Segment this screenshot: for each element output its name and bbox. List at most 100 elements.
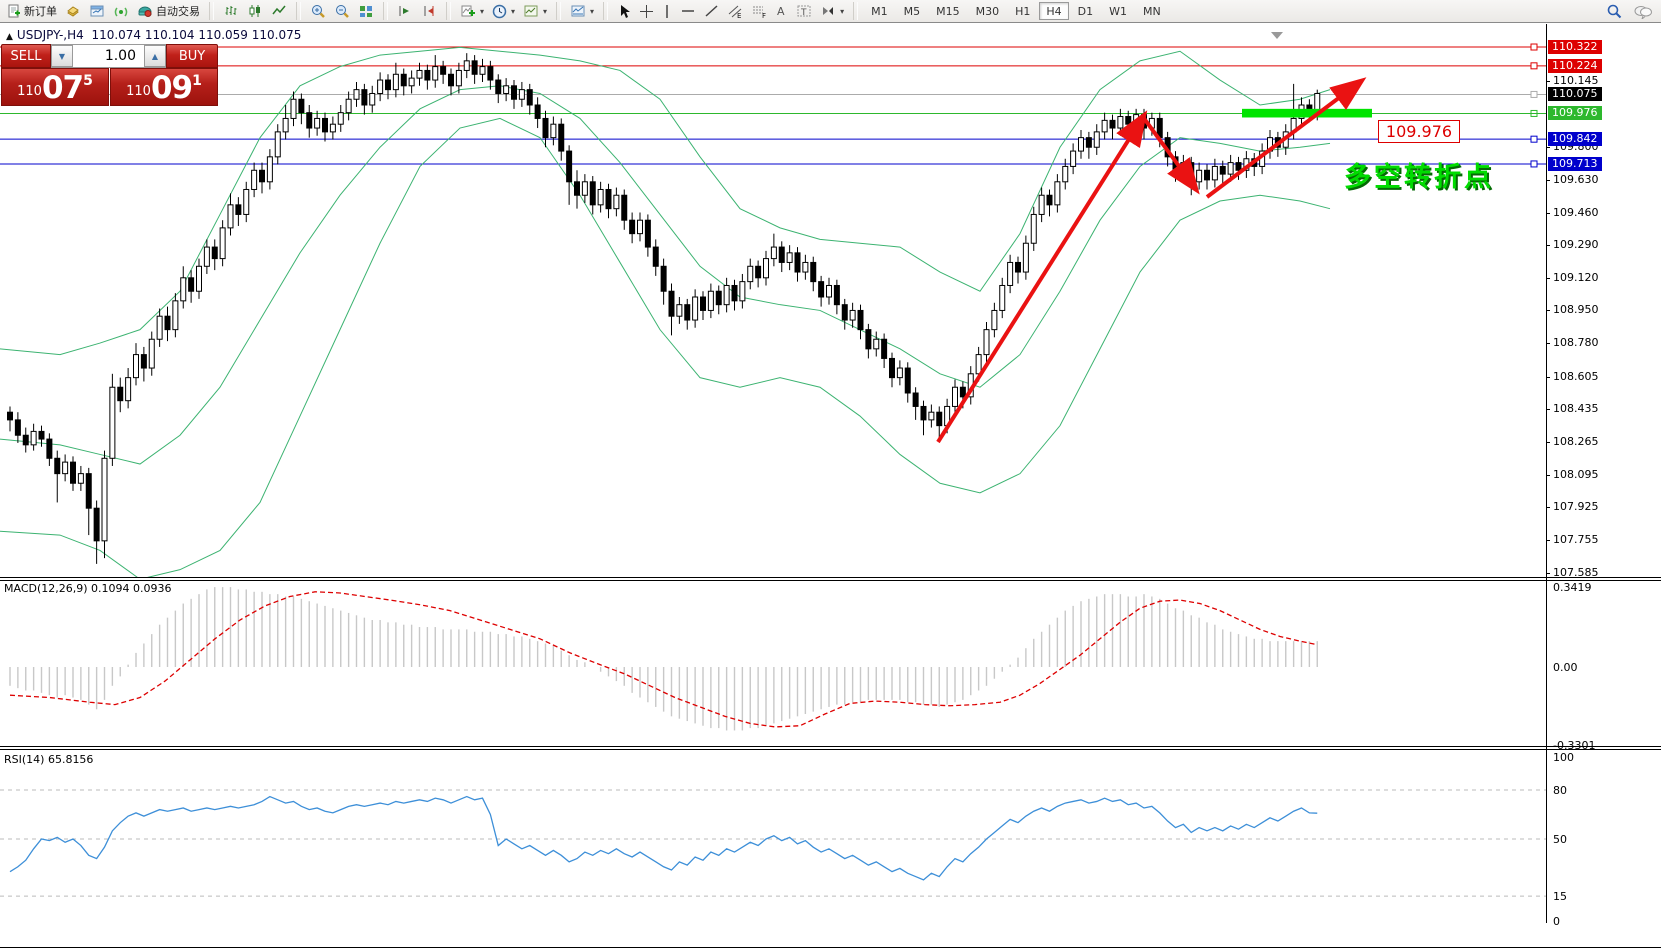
vline-tool-button[interactable] (658, 1, 676, 21)
chevron-down-icon: ▾ (511, 6, 516, 16)
candle (282, 117, 289, 133)
timeframe-button-d1[interactable]: D1 (1077, 5, 1094, 18)
price-tick-mark (1546, 277, 1550, 279)
fibonacci-tool-button[interactable]: F (747, 1, 771, 21)
chart-shift-button[interactable] (417, 1, 441, 21)
sell-price-main: 07 (41, 70, 84, 106)
trend-arrow[interactable] (1141, 115, 1200, 195)
hline-anchor[interactable] (1530, 160, 1538, 168)
hline-tool-button[interactable] (676, 1, 700, 21)
macd-pane (9, 587, 1318, 731)
templates-button[interactable]: ▾ (519, 1, 551, 21)
price-tag-110.322: 110.322 (1548, 40, 1602, 55)
candle (684, 304, 691, 321)
channel-icon: E (728, 5, 742, 19)
search-icon[interactable] (1606, 3, 1623, 19)
candle (660, 265, 667, 292)
auto-scroll-button[interactable] (393, 1, 417, 21)
price-callout-label[interactable]: 109.976 (1378, 120, 1460, 143)
candle (747, 265, 754, 283)
candle (778, 246, 785, 263)
timeframe-button-m5[interactable]: M5 (903, 5, 921, 18)
hline-anchor[interactable] (1530, 43, 1538, 51)
timeframe-button-h1[interactable]: H1 (1015, 5, 1031, 18)
new-order-button[interactable]: 新订单 (3, 1, 61, 21)
sell-price-button[interactable]: 110 07 5 (1, 68, 109, 106)
trend-arrow[interactable] (936, 110, 1148, 444)
candle (920, 405, 927, 421)
chat-icon[interactable] (1633, 4, 1653, 19)
market-watch-button[interactable] (61, 1, 85, 21)
timeframe-button-mn[interactable]: MN (1142, 5, 1161, 18)
timeframe-button-h4[interactable]: H4 (1039, 2, 1069, 20)
timeframe-button-m15[interactable]: M15 (936, 5, 960, 18)
candle (38, 430, 45, 440)
chart-shift-marker[interactable] (1271, 32, 1283, 39)
candle (794, 252, 801, 273)
window-collapse-icon[interactable]: ▲ (6, 32, 13, 42)
cursor-tool-button[interactable] (613, 1, 635, 21)
horizontal-line-icon (682, 10, 695, 12)
zoom-out-button[interactable] (330, 1, 354, 21)
chart-window-button[interactable] (85, 1, 109, 21)
rsi-pane (0, 789, 1546, 897)
volume-increase-button[interactable]: ▲ (144, 45, 166, 67)
candle (550, 123, 557, 139)
periods-button[interactable]: ▾ (488, 1, 519, 21)
sell-button[interactable]: SELL (1, 44, 51, 68)
label-tool-button[interactable]: T (792, 1, 816, 21)
candle (219, 227, 226, 260)
pane-separator-rsi[interactable] (0, 746, 1661, 750)
candle (85, 473, 92, 509)
hline-anchor[interactable] (1530, 135, 1538, 143)
candle (188, 277, 195, 292)
bollinger-middle-band (0, 85, 1331, 465)
bar-chart-button[interactable] (219, 1, 243, 21)
candle (440, 66, 447, 75)
buy-price-button[interactable]: 110 09 1 (110, 68, 218, 106)
candle (479, 66, 486, 75)
highlight-zone[interactable] (1242, 108, 1372, 118)
candle (928, 411, 935, 421)
timeframe-button-w1[interactable]: W1 (1109, 5, 1127, 18)
indicator-list-button[interactable]: ▾ (566, 1, 598, 21)
trend-arrow[interactable] (1205, 77, 1367, 199)
price-chart-canvas[interactable] (0, 24, 1661, 948)
hline-anchor[interactable] (1530, 62, 1538, 70)
candle (77, 473, 84, 484)
tile-windows-button[interactable] (354, 1, 378, 21)
candle (243, 188, 250, 215)
candlestick-chart-button[interactable] (243, 1, 267, 21)
chevron-down-icon: ▾ (480, 6, 485, 16)
candle (251, 169, 258, 190)
indicators-button[interactable]: ▾ (456, 1, 488, 21)
hline-anchor[interactable] (1530, 90, 1538, 98)
volume-input[interactable]: 1.00 (104, 48, 136, 64)
shapes-tool-button[interactable]: ▾ (816, 1, 848, 21)
turning-point-annotation[interactable]: 多空转折点 (1344, 162, 1494, 193)
candle (140, 354, 147, 369)
price-tick-label: 107.925 (1553, 500, 1599, 514)
toolbar-separator (383, 2, 388, 20)
text-tool-button[interactable]: A (771, 1, 792, 21)
trendline-tool-button[interactable] (700, 1, 723, 21)
candle (731, 284, 738, 302)
pane-separator-macd[interactable] (0, 577, 1661, 581)
autotrade-button[interactable]: 自动交易 (133, 1, 204, 21)
zoom-in-button[interactable] (306, 1, 330, 21)
timeframe-button-m1[interactable]: M1 (871, 5, 888, 18)
svg-text:E: E (737, 12, 741, 19)
buy-button[interactable]: BUY (166, 44, 218, 68)
channel-tool-button[interactable]: E (723, 1, 747, 21)
candle (125, 377, 132, 402)
timeframe-button-m30[interactable]: M30 (975, 5, 1000, 18)
signals-button[interactable] (109, 1, 133, 21)
line-chart-button[interactable] (267, 1, 291, 21)
template-icon (524, 5, 538, 17)
candle (975, 354, 982, 375)
volume-decrease-button[interactable]: ▼ (51, 45, 73, 67)
crosshair-tool-button[interactable] (635, 1, 658, 21)
candle (1078, 137, 1084, 152)
candle (763, 258, 769, 279)
